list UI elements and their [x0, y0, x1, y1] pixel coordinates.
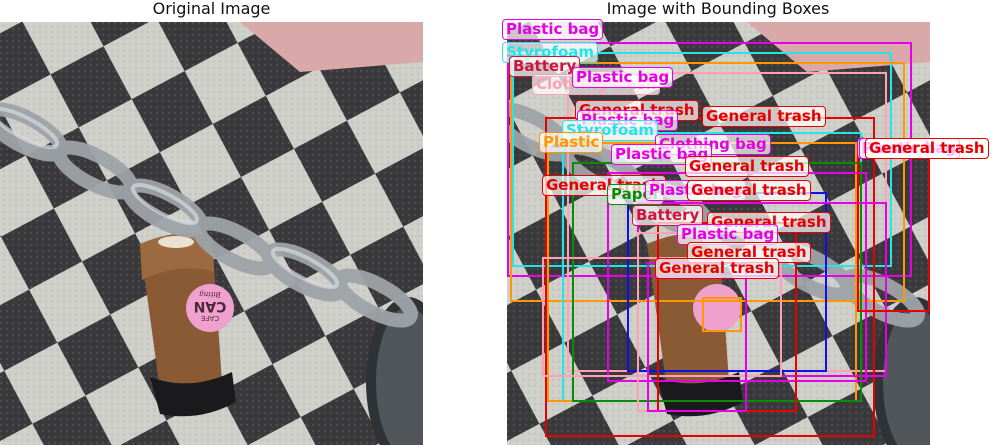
annotated-photo: [507, 22, 930, 445]
cup-logo-main: CAN: [194, 298, 227, 314]
cup-logo-script: Biting: [199, 290, 222, 298]
bbox-image-title: Image with Bounding Boxes: [606, 0, 830, 18]
photo-scene-icon: CAFE CAN Biting: [0, 22, 423, 445]
photo-scene-icon: [507, 22, 930, 445]
original-photo: CAFE CAN Biting: [0, 22, 423, 445]
cup-logo-top: CAFE: [201, 314, 219, 322]
original-image-title: Original Image: [152, 0, 271, 18]
